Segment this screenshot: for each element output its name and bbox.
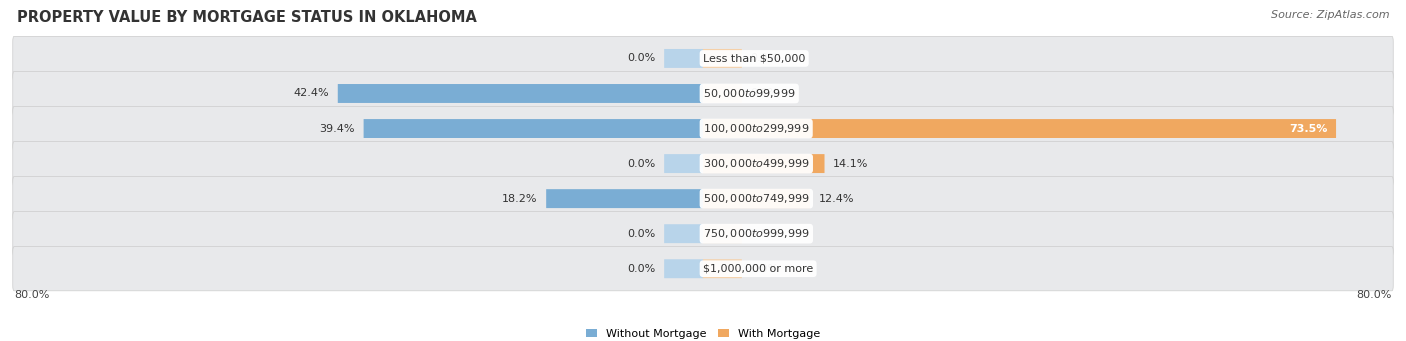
FancyBboxPatch shape	[13, 106, 1393, 151]
FancyBboxPatch shape	[13, 212, 1393, 256]
Text: Source: ZipAtlas.com: Source: ZipAtlas.com	[1271, 10, 1389, 20]
Text: $1,000,000 or more: $1,000,000 or more	[703, 264, 813, 274]
FancyBboxPatch shape	[546, 189, 703, 208]
FancyBboxPatch shape	[364, 119, 703, 138]
Text: $100,000 to $299,999: $100,000 to $299,999	[703, 122, 810, 135]
Text: $50,000 to $99,999: $50,000 to $99,999	[703, 87, 796, 100]
Text: 12.4%: 12.4%	[818, 194, 853, 204]
FancyBboxPatch shape	[703, 49, 742, 68]
FancyBboxPatch shape	[703, 154, 824, 173]
FancyBboxPatch shape	[703, 224, 742, 243]
Text: 80.0%: 80.0%	[1357, 291, 1392, 300]
Text: 0.0%: 0.0%	[627, 159, 655, 168]
Text: 0.0%: 0.0%	[751, 229, 779, 239]
FancyBboxPatch shape	[664, 49, 703, 68]
FancyBboxPatch shape	[703, 189, 810, 208]
FancyBboxPatch shape	[13, 71, 1393, 116]
FancyBboxPatch shape	[13, 142, 1393, 186]
Text: 80.0%: 80.0%	[14, 291, 49, 300]
FancyBboxPatch shape	[13, 177, 1393, 221]
Text: $500,000 to $749,999: $500,000 to $749,999	[703, 192, 810, 205]
Text: Less than $50,000: Less than $50,000	[703, 54, 806, 63]
Text: 39.4%: 39.4%	[319, 123, 356, 134]
Text: 0.0%: 0.0%	[627, 229, 655, 239]
Text: $750,000 to $999,999: $750,000 to $999,999	[703, 227, 810, 240]
FancyBboxPatch shape	[703, 119, 1336, 138]
Text: 0.0%: 0.0%	[751, 264, 779, 274]
Text: 0.0%: 0.0%	[751, 54, 779, 63]
Text: 73.5%: 73.5%	[1289, 123, 1327, 134]
FancyBboxPatch shape	[13, 247, 1393, 291]
FancyBboxPatch shape	[664, 154, 703, 173]
Text: 14.1%: 14.1%	[832, 159, 869, 168]
FancyBboxPatch shape	[703, 259, 742, 278]
Text: 0.0%: 0.0%	[751, 89, 779, 99]
Text: 42.4%: 42.4%	[294, 89, 329, 99]
Text: 0.0%: 0.0%	[627, 264, 655, 274]
FancyBboxPatch shape	[13, 36, 1393, 80]
FancyBboxPatch shape	[337, 84, 703, 103]
Text: PROPERTY VALUE BY MORTGAGE STATUS IN OKLAHOMA: PROPERTY VALUE BY MORTGAGE STATUS IN OKL…	[17, 10, 477, 25]
FancyBboxPatch shape	[703, 84, 742, 103]
Legend: Without Mortgage, With Mortgage: Without Mortgage, With Mortgage	[582, 324, 824, 341]
Text: $300,000 to $499,999: $300,000 to $499,999	[703, 157, 810, 170]
Text: 18.2%: 18.2%	[502, 194, 537, 204]
FancyBboxPatch shape	[664, 224, 703, 243]
Text: 0.0%: 0.0%	[627, 54, 655, 63]
FancyBboxPatch shape	[664, 259, 703, 278]
